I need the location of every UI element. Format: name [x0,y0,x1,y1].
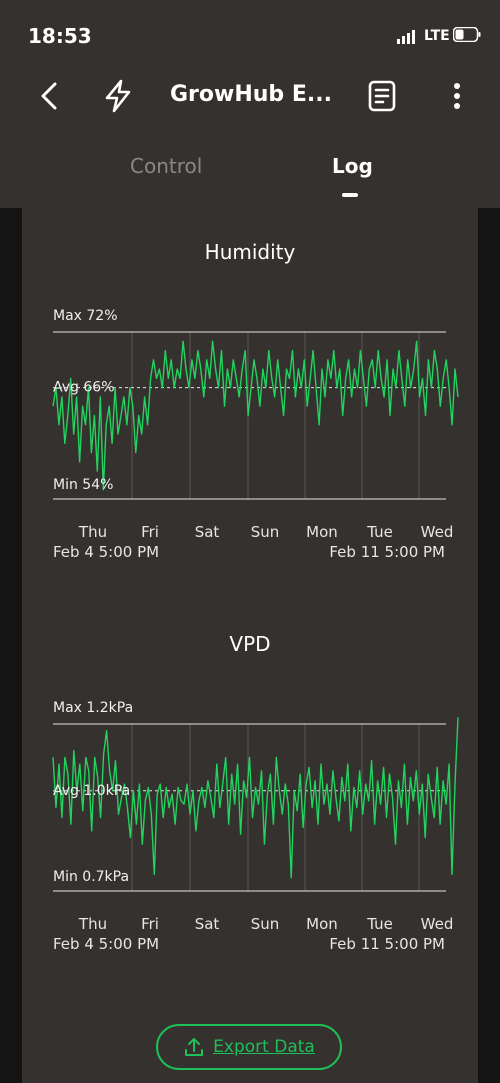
end-time-label: Feb 11 5:00 PM [329,935,445,952]
day-label: Fri [141,915,159,933]
day-label: Tue [366,915,393,933]
series-line [52,717,459,879]
humidity-chart: Max 72% Avg 66% Min 54% Thu Fri Sat Sun Mon Tue W… [52,308,459,560]
document-icon[interactable] [366,79,398,113]
end-time-label: Feb 11 5:00 PM [329,543,445,560]
day-label: Wed [421,523,454,541]
min-label: Min 0.7kPa [53,869,129,885]
day-label: Sat [195,523,220,541]
avg-label: Avg 66% [53,380,115,396]
status-time: 18:53 [28,24,92,48]
start-time-label: Feb 4 5:00 PM [53,543,159,560]
export-data-label: Export Data [213,1037,315,1057]
day-label: Mon [306,523,338,541]
start-time-label: Feb 4 5:00 PM [53,935,159,952]
day-label: Sat [195,915,220,933]
day-label: Wed [421,915,454,933]
page-title: GrowHub E... [170,82,332,107]
humidity-chart-title: Humidity [204,240,296,264]
upload-icon [185,1038,204,1056]
avg-label: Avg 1.0kPa [53,783,130,799]
tab-active-indicator [342,193,358,197]
day-label: Sun [251,523,280,541]
series-line [52,340,459,491]
max-label: Max 72% [53,308,118,324]
app-header: 18:53 LTE GrowHub E... Control Log [0,0,500,208]
battery-icon [453,27,481,42]
day-label: Sun [251,915,280,933]
back-button[interactable] [34,80,66,112]
day-label: Mon [306,915,338,933]
network-label: LTE [424,28,450,44]
vpd-chart: Max 1.2kPa Avg 1.0kPa Min 0.7kPa Thu Fri Sat S… [52,700,459,952]
day-label: Fri [141,523,159,541]
vpd-chart-title: VPD [229,632,271,656]
export-data-button[interactable]: Export Data [156,1024,342,1070]
status-bar: 18:53 LTE [0,0,500,70]
max-label: Max 1.2kPa [53,700,133,716]
tab-log[interactable]: Log [332,154,373,178]
day-label: Tue [366,523,393,541]
more-options-icon[interactable] [440,78,474,114]
day-label: Thu [78,523,107,541]
min-label: Min 54% [53,477,113,493]
log-panel [22,208,478,1083]
tab-control[interactable]: Control [130,154,203,178]
day-label: Thu [78,915,107,933]
signal-icon [397,30,415,44]
lightning-icon[interactable] [100,78,136,114]
